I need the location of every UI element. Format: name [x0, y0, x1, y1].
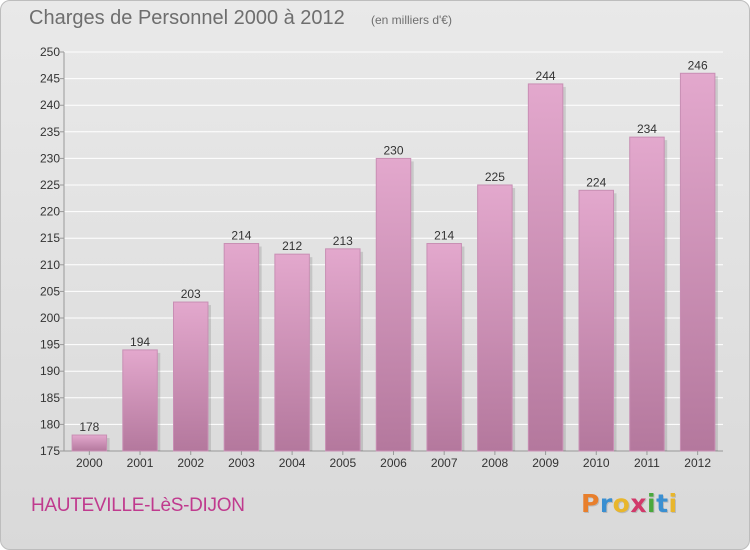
y-tick-label: 250 [40, 45, 60, 59]
y-tick-label: 180 [40, 417, 60, 431]
logo-letter: o [612, 489, 631, 518]
y-tick-label: 185 [40, 391, 60, 405]
y-tick-label: 230 [40, 151, 60, 165]
y-tick-label: 210 [40, 258, 60, 272]
logo-letter: t [656, 489, 669, 518]
x-tick-label: 2005 [329, 456, 356, 470]
y-tick-label: 220 [40, 205, 60, 219]
bar [223, 243, 260, 452]
bar [578, 189, 615, 452]
data-label: 234 [637, 122, 657, 136]
x-tick-label: 2006 [380, 456, 407, 470]
bar [325, 248, 361, 452]
y-tick-label: 245 [40, 72, 60, 86]
x-tick-label: 2000 [76, 456, 103, 470]
bar [679, 72, 716, 452]
data-label: 224 [586, 175, 606, 189]
y-tick-label: 225 [40, 178, 60, 192]
x-tick-label: 2004 [279, 456, 306, 470]
logo-letter: i [668, 489, 678, 518]
y-tick-label: 215 [40, 231, 60, 245]
chart-subtitle: (en milliers d'€) [371, 13, 452, 27]
commune-name: HAUTEVILLE-LèS-DIJON [31, 495, 245, 516]
data-label: 194 [130, 335, 150, 349]
data-label: 246 [688, 58, 708, 72]
data-label: 230 [383, 143, 403, 157]
data-label: 213 [333, 234, 353, 248]
x-tick-label: 2009 [532, 456, 559, 470]
logo-letter: i [647, 489, 657, 518]
data-label: 214 [434, 229, 454, 243]
x-tick-label: 2012 [684, 456, 711, 470]
y-tick-label: 205 [40, 284, 60, 298]
data-label: 225 [485, 170, 505, 184]
y-tick-label: 200 [40, 311, 60, 325]
bar [375, 157, 412, 452]
logo-letter: r [599, 489, 613, 518]
x-tick-label: 2010 [583, 456, 610, 470]
logo-letter: P [581, 489, 600, 518]
bar [172, 301, 209, 452]
data-label: 212 [282, 239, 302, 253]
data-label: 178 [79, 420, 99, 434]
data-label: 244 [536, 69, 556, 83]
data-label: 214 [231, 229, 251, 243]
x-tick-label: 2011 [634, 456, 660, 470]
bar [426, 243, 462, 452]
bar [477, 184, 513, 452]
x-tick-label: 2008 [482, 456, 509, 470]
bar [274, 253, 310, 452]
y-tick-label: 175 [40, 444, 60, 458]
y-tick-label: 195 [40, 338, 60, 352]
y-tick-label: 190 [40, 364, 60, 378]
chart-title: Charges de Personnel 2000 à 2012 [29, 7, 345, 29]
x-tick-label: 2001 [127, 456, 154, 470]
bar [629, 136, 665, 452]
x-tick-label: 2002 [177, 456, 204, 470]
bar [71, 434, 108, 452]
proxiti-logo: Proxiti [581, 489, 678, 518]
bar [527, 83, 564, 452]
y-tick-label: 235 [40, 125, 60, 139]
x-tick-label: 2007 [431, 456, 458, 470]
bar [122, 349, 158, 452]
data-label: 203 [181, 287, 201, 301]
logo-letter: x [630, 489, 647, 518]
y-tick-label: 240 [40, 98, 60, 112]
x-tick-label: 2003 [228, 456, 255, 470]
